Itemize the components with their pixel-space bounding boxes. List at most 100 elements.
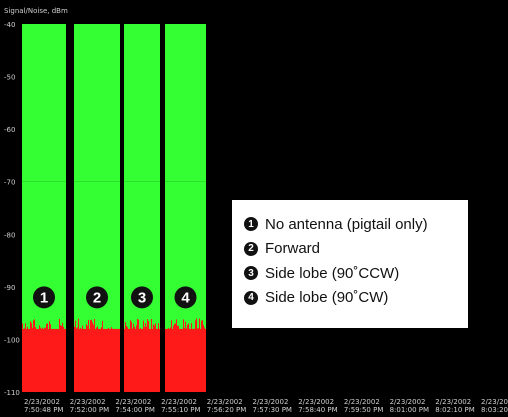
noise-peak: [74, 326, 75, 330]
signal-peak: [55, 24, 56, 182]
noise-peak: [145, 323, 146, 330]
signal-peak: [22, 24, 23, 182]
legend-number-badge: 2: [244, 241, 258, 256]
noise-peak: [63, 326, 64, 330]
signal-peak: [118, 24, 119, 182]
signal-peak: [125, 24, 126, 182]
noise-peak: [130, 320, 131, 330]
legend-item: 1 No antenna (pigtail only): [244, 212, 460, 237]
noise-peak: [35, 327, 36, 330]
signal-peak: [23, 24, 24, 182]
signal-peak: [65, 24, 66, 182]
noise-peak: [184, 328, 185, 330]
signal-peak: [145, 24, 146, 182]
signal-peak: [63, 24, 64, 182]
legend-number-badge: 3: [244, 266, 258, 281]
noise-peak: [187, 324, 188, 330]
signal-peak: [38, 24, 39, 182]
noise-peak: [146, 326, 147, 330]
signal-peak: [195, 24, 196, 182]
signal-peak: [144, 24, 145, 182]
signal-peak: [53, 24, 54, 182]
signal-peak: [154, 24, 155, 182]
noise-peak: [75, 320, 76, 330]
noise-peak: [94, 319, 95, 330]
noise-peak: [90, 320, 91, 330]
signal-peak: [180, 24, 181, 182]
noise-peak: [195, 320, 196, 330]
noise-peak: [80, 327, 81, 330]
x-tick-date: 2/23/2002: [253, 398, 289, 406]
y-tick-label: -100: [4, 336, 20, 344]
x-tick-time: 7:50:48 PM: [24, 406, 63, 414]
noise-bar: [124, 328, 160, 392]
noise-peak: [204, 327, 205, 330]
signal-peak: [54, 24, 55, 182]
signal-peak: [200, 24, 201, 182]
signal-peak: [186, 24, 187, 182]
noise-peak: [111, 327, 112, 330]
signal-peak: [101, 24, 102, 182]
signal-peak: [33, 24, 34, 182]
signal-peak: [114, 24, 115, 182]
noise-peak: [170, 327, 171, 330]
legend-number-badge: 1: [244, 217, 258, 232]
noise-peak: [191, 322, 192, 330]
signal-peak: [43, 24, 44, 182]
noise-peak: [199, 318, 200, 330]
noise-peak: [197, 328, 198, 330]
noise-peak: [173, 325, 174, 330]
noise-peak: [186, 328, 187, 330]
signal-peak: [48, 24, 49, 182]
signal-peak: [112, 24, 113, 182]
legend-item: 4 Side lobe (90˚CW): [244, 286, 460, 311]
y-axis-label: Signal/Noise, dBm: [4, 7, 68, 15]
signal-peak: [50, 24, 51, 182]
x-tick-date: 2/23/2002: [24, 398, 60, 406]
noise-peak: [91, 319, 92, 330]
signal-peak: [185, 24, 186, 182]
signal-peak: [37, 24, 38, 182]
segment-badge-number: 3: [138, 289, 146, 306]
noise-peak: [157, 328, 158, 330]
x-tick-time: 7:52:00 PM: [70, 406, 109, 414]
signal-peak: [36, 24, 37, 182]
signal-peak: [60, 24, 61, 182]
segment-badge: [131, 286, 153, 309]
signal-peak: [130, 24, 131, 182]
signal-peak: [77, 24, 78, 182]
noise-bar: [74, 328, 120, 392]
noise-peak: [42, 327, 43, 330]
signal-peak: [113, 24, 114, 182]
noise-peak: [138, 319, 139, 330]
noise-peak: [168, 327, 169, 330]
signal-peak: [142, 24, 143, 182]
signal-peak: [79, 24, 80, 182]
segment-2: [74, 24, 120, 392]
signal-peak: [193, 24, 194, 182]
signal-peak: [136, 24, 137, 182]
signal-peak: [96, 24, 97, 182]
noise-peak: [183, 319, 184, 330]
signal-peak: [116, 24, 117, 182]
signal-peak: [83, 24, 84, 182]
noise-peak: [202, 320, 203, 330]
y-tick-label: -110: [4, 389, 20, 397]
noise-peak: [137, 318, 138, 330]
noise-peak: [93, 324, 94, 330]
legend-label: Side lobe (90˚CW): [265, 289, 389, 307]
signal-peak: [81, 24, 82, 182]
noise-peak: [176, 319, 177, 330]
signal-peak: [138, 24, 139, 182]
noise-peak: [87, 325, 88, 330]
legend-item: 2 Forward: [244, 237, 460, 262]
signal-peak: [181, 24, 182, 182]
x-tick-time: 8:03:20 PM: [481, 406, 508, 414]
signal-peak: [56, 24, 57, 182]
signal-peak: [152, 24, 153, 182]
signal-peak: [173, 24, 174, 182]
noise-peak: [62, 322, 63, 330]
noise-peak: [76, 328, 77, 330]
x-tick-date: 2/23/2002: [435, 398, 471, 406]
signal-peak: [201, 24, 202, 182]
